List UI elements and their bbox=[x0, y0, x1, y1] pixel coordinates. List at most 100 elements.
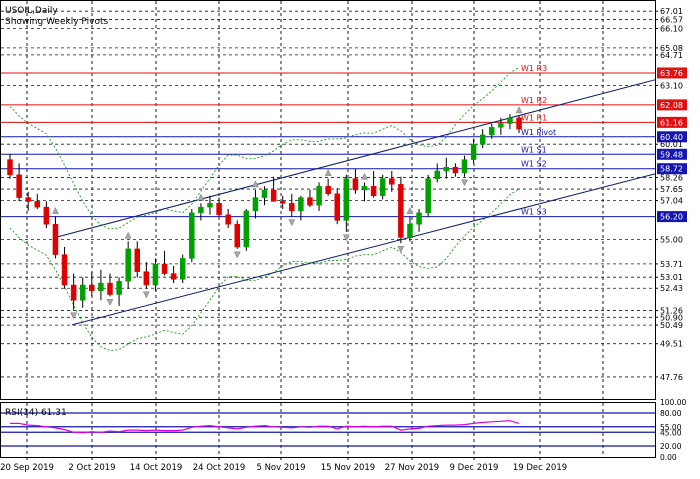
y-tick-label: 55.00 bbox=[660, 235, 683, 244]
candle-body bbox=[70, 284, 77, 301]
candle-body bbox=[252, 197, 259, 212]
fractal-up-marker bbox=[252, 180, 259, 188]
y-tick-label: 51.26 bbox=[660, 306, 683, 315]
channel-lower-line bbox=[71, 173, 656, 326]
pivot-value-text: 60.40 bbox=[660, 133, 683, 142]
candle-body bbox=[25, 197, 31, 202]
y-tick-label: 47.76 bbox=[660, 373, 683, 382]
candlesticks bbox=[7, 114, 522, 310]
candle-body bbox=[407, 223, 413, 238]
candle-body bbox=[34, 201, 41, 208]
pivot-lines: W1 R3 63.76 W1 R2 62.08 W1 R1 61.16 W1 Pivot 60… bbox=[1, 64, 687, 223]
candle-body bbox=[334, 193, 340, 221]
pivot-value-box bbox=[657, 163, 687, 175]
candle-body bbox=[125, 248, 131, 282]
vertical-grid bbox=[26, 1, 604, 457]
pivot-value-text: 61.16 bbox=[660, 118, 683, 127]
chart-symbol-title: USOIL,Daily bbox=[5, 6, 58, 16]
candle-body bbox=[270, 189, 277, 202]
candle-body bbox=[43, 206, 50, 225]
x-tick-label: 2 Oct 2019 bbox=[68, 463, 115, 473]
fractal-up-marker bbox=[324, 169, 332, 176]
rsi-line bbox=[10, 420, 520, 434]
trend-channel bbox=[54, 79, 656, 326]
fractal-down-marker bbox=[233, 251, 241, 259]
candle-body bbox=[498, 123, 504, 128]
fractal-up-marker bbox=[406, 207, 414, 214]
candle-body bbox=[198, 206, 204, 214]
candle-body bbox=[234, 223, 240, 248]
fractal-down-marker bbox=[70, 312, 78, 320]
candle-body bbox=[398, 184, 404, 238]
x-tick-label: 5 Nov 2019 bbox=[256, 463, 305, 473]
candle-body bbox=[107, 282, 113, 295]
x-tick-label: 27 Nov 2019 bbox=[385, 463, 439, 473]
candle-body bbox=[134, 248, 141, 272]
candle-body bbox=[461, 159, 468, 174]
y-tick-label: 53.71 bbox=[660, 260, 683, 269]
pivot-value-text: 59.48 bbox=[660, 150, 683, 159]
rsi-frame bbox=[0, 402, 656, 458]
candle-body bbox=[116, 280, 122, 295]
main-chart-frame bbox=[0, 0, 656, 400]
pivot-value-box bbox=[657, 99, 687, 111]
candle-body bbox=[189, 212, 195, 259]
fractal-down-marker bbox=[461, 179, 468, 187]
y-tick-label: 57.04 bbox=[660, 197, 683, 206]
rsi-level-label: 80.00 bbox=[660, 409, 682, 418]
y-tick-label: 53.01 bbox=[660, 273, 683, 282]
y-tick-label: 65.08 bbox=[660, 44, 683, 53]
y-tick-label: 52.43 bbox=[660, 284, 683, 293]
candle-body bbox=[207, 203, 213, 208]
rsi-label: RSI(14) 61.31 bbox=[5, 408, 67, 418]
candle-body bbox=[379, 178, 386, 196]
fractal-up-marker bbox=[124, 231, 132, 239]
pivot-label: W1 R2 bbox=[521, 96, 547, 105]
fractal-down-marker bbox=[288, 219, 296, 227]
candle-body bbox=[361, 185, 368, 191]
pivot-value-text: 56.20 bbox=[660, 213, 683, 222]
candle-body bbox=[216, 203, 222, 215]
channel-upper-line bbox=[54, 79, 656, 238]
pivot-label: W1 S2 bbox=[521, 160, 547, 169]
y-tick-label: 64.71 bbox=[660, 51, 683, 60]
fractal-down-marker bbox=[342, 234, 350, 242]
pivot-label: W1 Pivot bbox=[521, 128, 556, 137]
candle-body bbox=[489, 127, 495, 136]
fractal-down-marker bbox=[397, 245, 405, 253]
candle-body bbox=[52, 223, 59, 255]
candle-body bbox=[425, 178, 431, 214]
candle-body bbox=[316, 185, 322, 206]
pivot-value-box bbox=[657, 211, 687, 223]
x-tick-label: 15 Nov 2019 bbox=[321, 463, 375, 473]
fractal-down-marker bbox=[106, 299, 114, 306]
y-tick-label: 66.57 bbox=[660, 16, 683, 25]
candle-body bbox=[289, 203, 295, 212]
candle-body bbox=[307, 197, 313, 206]
candle-body bbox=[143, 271, 150, 286]
pivot-value-text: 63.76 bbox=[660, 69, 683, 78]
pivot-value-box bbox=[657, 116, 687, 128]
chart-subtitle: Showing Weekly Pivots bbox=[5, 17, 108, 27]
candle-body bbox=[325, 185, 331, 195]
pivot-label: W1 R1 bbox=[521, 113, 547, 122]
fractal-down-marker bbox=[142, 291, 150, 299]
candle-body bbox=[470, 144, 477, 160]
rsi-level-label: 20.00 bbox=[660, 442, 682, 451]
x-tick-label: 9 Dec 2019 bbox=[450, 463, 499, 473]
fractal-up-marker bbox=[515, 106, 523, 114]
rsi-level-label: 0.00 bbox=[660, 453, 677, 462]
pivot-value-text: 62.08 bbox=[660, 101, 683, 110]
candle-body bbox=[298, 197, 304, 212]
candle-body bbox=[343, 178, 350, 221]
candle-body bbox=[261, 189, 268, 198]
candle-body bbox=[507, 117, 513, 124]
rsi-level-label: 45.00 bbox=[660, 428, 682, 437]
candle-body bbox=[479, 134, 486, 145]
rsi-level-label: 55.00 bbox=[660, 423, 682, 432]
candle-body bbox=[61, 254, 68, 286]
candle-body bbox=[279, 201, 286, 204]
candle-body bbox=[516, 117, 522, 130]
